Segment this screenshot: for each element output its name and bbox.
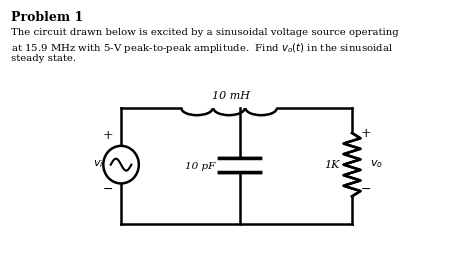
Text: $v_o$: $v_o$ [370,159,383,171]
Text: steady state.: steady state. [11,54,76,63]
Text: +: + [361,127,371,140]
Text: 10 pF: 10 pF [185,162,216,171]
Text: at 15.9 MHz with 5-V peak-to-peak amplitude.  Find $v_o(t)$ in the sinusoidal: at 15.9 MHz with 5-V peak-to-peak amplit… [11,41,393,55]
Text: $-$: $-$ [102,182,114,195]
Text: $v_i$: $v_i$ [93,159,104,171]
Text: 1K: 1K [325,160,340,170]
Circle shape [103,146,139,183]
Text: 10 mH: 10 mH [212,91,250,101]
Text: $-$: $-$ [361,182,372,195]
Text: Problem 1: Problem 1 [11,11,83,24]
Text: The circuit drawn below is excited by a sinusoidal voltage source operating: The circuit drawn below is excited by a … [11,28,398,37]
Text: +: + [103,129,113,142]
